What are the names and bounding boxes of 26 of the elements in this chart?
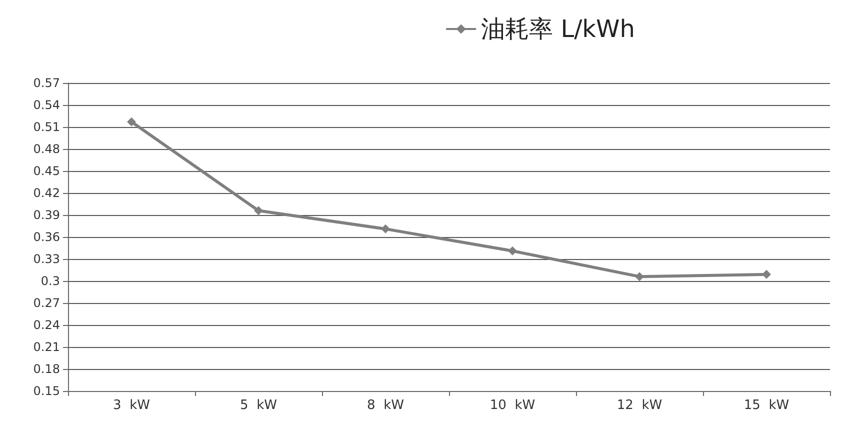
point — [254, 206, 263, 216]
point — [381, 224, 390, 234]
y-tick-label: 0.21 — [33, 340, 60, 354]
y-tick-label: 0.57 — [33, 76, 60, 90]
x-tick-label: 15 kW — [744, 398, 790, 413]
y-tick-label: 0.27 — [33, 296, 60, 310]
y-tick-label: 0.42 — [33, 186, 60, 200]
y-tick-label: 0.33 — [33, 252, 60, 266]
y-tick-label: 0.48 — [33, 142, 60, 156]
y-tick-label: 0.18 — [33, 362, 60, 376]
y-tick-label: 0.3 — [40, 274, 60, 288]
x-tick-label: 3 kW — [113, 398, 150, 413]
y-tick-label: 0.24 — [33, 318, 60, 332]
y-tick-label: 0.54 — [33, 98, 60, 112]
x-tick-label: 12 kW — [616, 398, 662, 413]
y-tick-label: 0.36 — [33, 230, 60, 244]
y-tick-label: 0.15 — [33, 384, 60, 398]
y-tick-label: 0.39 — [33, 208, 60, 222]
y-tick-label: 0.51 — [33, 120, 60, 134]
x-tick-label: 8 kW — [367, 398, 404, 413]
x-tick-label: 5 kW — [240, 398, 278, 413]
point — [508, 246, 517, 256]
x-tick-label: 10 kW — [490, 398, 536, 413]
legend-label: 油耗率 L/kWh — [481, 15, 636, 43]
point — [127, 117, 136, 126]
y-tick-label: 0.45 — [33, 164, 60, 178]
